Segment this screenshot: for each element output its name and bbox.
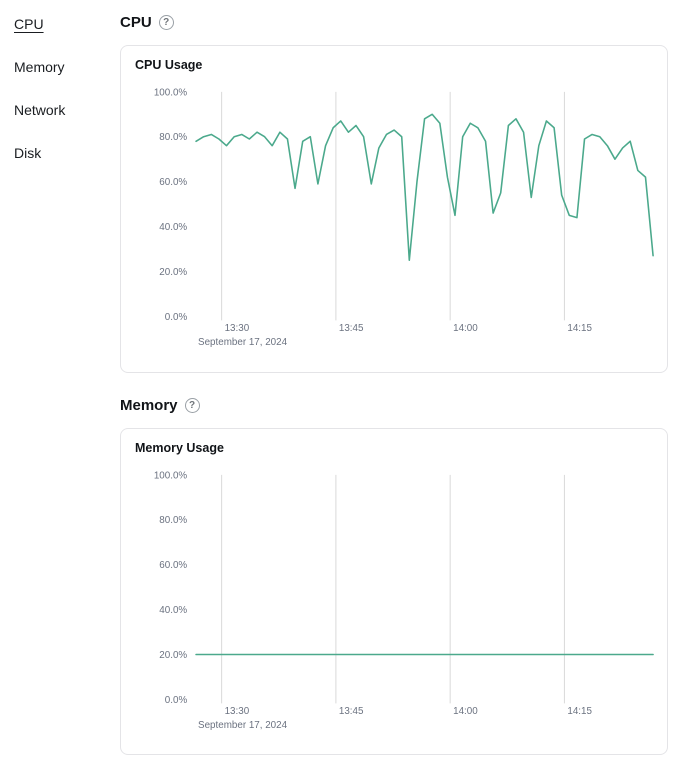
memory-section-heading: Memory ?	[120, 397, 668, 414]
y-axis-tick-label: 60.0%	[159, 560, 187, 571]
x-axis-tick-label: 13:45	[339, 323, 364, 334]
y-axis-tick-label: 80.0%	[159, 132, 187, 143]
y-axis-tick-label: 80.0%	[159, 515, 187, 526]
sidebar-item-disk[interactable]: Disk	[14, 145, 42, 161]
sidebar-item-cpu[interactable]: CPU	[14, 16, 44, 32]
y-axis-tick-label: 100.0%	[154, 470, 188, 481]
sidebar-item-network[interactable]: Network	[14, 102, 66, 118]
y-axis-tick-label: 20.0%	[159, 267, 187, 278]
x-axis-tick-label: 14:00	[453, 323, 478, 334]
y-axis-tick-label: 40.0%	[159, 222, 187, 233]
y-axis-tick-label: 20.0%	[159, 650, 187, 661]
sidebar-item-memory[interactable]: Memory	[14, 59, 65, 75]
y-axis-tick-label: 0.0%	[165, 312, 188, 323]
x-axis-tick-label: 13:30	[225, 706, 250, 717]
section-cpu: CPU ? CPU Usage 100.0% 80.0% 60.0% 40.0% 20.…	[120, 14, 668, 373]
x-axis-tick-label: 14:15	[567, 706, 592, 717]
y-axis-tick-label: 60.0%	[159, 177, 187, 188]
memory-usage-chart: 100.0% 80.0% 60.0% 40.0% 20.0% 0.0% 13:30 13:45…	[154, 470, 654, 731]
metrics-sidebar: CPU Memory Network Disk	[14, 14, 120, 755]
cpu-usage-card-title: CPU Usage	[135, 58, 203, 72]
y-axis-tick-label: 0.0%	[165, 695, 188, 706]
y-axis-tick-label: 100.0%	[154, 87, 188, 98]
main-content: CPU ? CPU Usage 100.0% 80.0% 60.0% 40.0% 20.…	[120, 14, 668, 756]
cpu-help-icon[interactable]: ?	[158, 15, 174, 30]
x-axis-date-label: September 17, 2024	[198, 337, 288, 348]
cpu-section-heading: CPU ?	[120, 14, 668, 31]
x-axis-tick-label: 14:15	[567, 323, 592, 334]
usage-line	[195, 113, 654, 262]
x-axis-tick-label: 14:00	[453, 706, 478, 717]
memory-usage-card: Memory Usage 100.0% 80.0% 60.0% 40.0% 20.0% 0…	[120, 427, 668, 756]
section-memory: Memory ? Memory Usage 100.0% 80.0% 60.0% 40…	[120, 397, 668, 756]
y-axis-tick-label: 40.0%	[159, 605, 187, 616]
memory-usage-card-title: Memory Usage	[135, 440, 224, 455]
cpu-usage-card: CPU Usage 100.0% 80.0% 60.0% 40.0% 20.0% 0.0%…	[120, 45, 668, 373]
memory-help-icon[interactable]: ?	[184, 397, 200, 413]
cpu-usage-chart: 100.0% 80.0% 60.0% 40.0% 20.0% 0.0% 13:30 13:45…	[154, 87, 654, 348]
memory-heading-label: Memory	[120, 396, 178, 414]
x-axis-date-label: September 17, 2024	[198, 720, 288, 731]
x-axis-tick-label: 13:45	[339, 706, 364, 717]
x-axis-tick-label: 13:30	[225, 323, 250, 334]
cpu-heading-label: CPU	[120, 14, 152, 31]
